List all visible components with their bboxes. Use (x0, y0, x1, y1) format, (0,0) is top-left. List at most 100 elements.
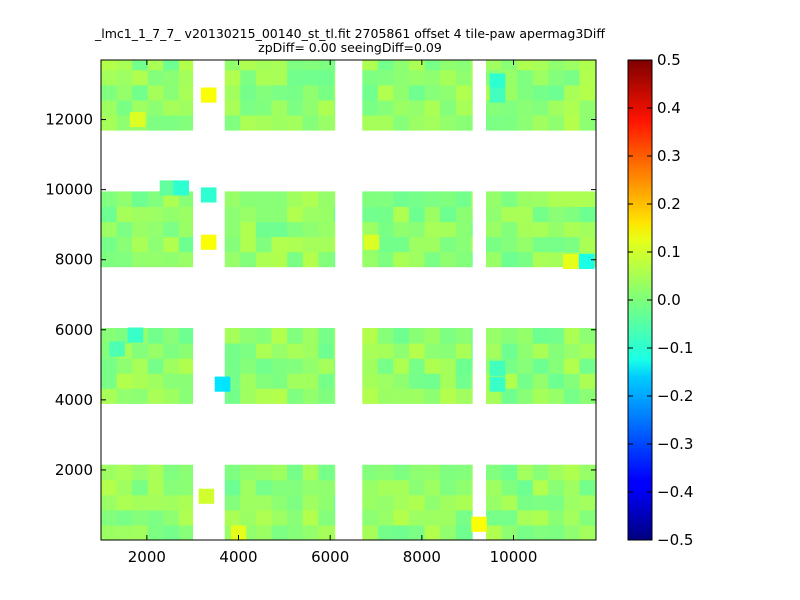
heatmap-cell (302, 221, 319, 238)
heatmap-cell (132, 69, 149, 86)
heatmap-cell (224, 84, 241, 101)
heatmap-cell (471, 251, 473, 268)
heatmap-cell (424, 115, 441, 131)
heatmap-cell (224, 328, 241, 344)
heatmap-cell (255, 99, 272, 116)
heatmap-cell (563, 236, 580, 253)
heatmap-cell (224, 251, 241, 268)
heatmap-cell (255, 328, 272, 344)
heatmap-cell (318, 221, 335, 238)
heatmap-cell (563, 69, 580, 86)
heatmap-cell (287, 479, 304, 496)
heatmap-cell (393, 464, 410, 481)
heatmap-cells (101, 60, 597, 541)
heatmap-cell (255, 358, 272, 374)
heatmap-cell (178, 206, 194, 223)
heatmap-cell (393, 494, 410, 511)
heatmap-cell (501, 479, 518, 496)
heatmap-cell (302, 191, 319, 207)
heatmap-cell (409, 236, 426, 253)
heatmap-cell (409, 69, 426, 86)
heatmap-cell (455, 328, 472, 344)
heatmap-cell (409, 464, 426, 481)
heatmap-cell (424, 373, 441, 389)
heatmap-cell (563, 206, 580, 223)
heatmap-cell (271, 236, 288, 253)
heatmap-cell (147, 236, 164, 253)
heatmap-cell (563, 328, 580, 344)
heatmap-cell (517, 115, 534, 131)
heatmap-cell (101, 236, 118, 253)
heatmap-cell (532, 84, 549, 101)
heatmap-cell (302, 69, 319, 86)
heatmap-cell (333, 328, 336, 344)
heatmap-cell (178, 60, 194, 71)
heatmap-cell (302, 251, 319, 268)
heatmap-cell (101, 191, 118, 207)
heatmap-cell (563, 479, 580, 496)
heatmap-cell (287, 373, 304, 389)
heatmap-cell (224, 69, 241, 86)
heatmap-cell (455, 115, 472, 131)
heatmap-cell (271, 60, 288, 71)
heatmap-cell (377, 524, 394, 541)
heatmap-cell (532, 494, 549, 511)
heatmap-cell (163, 236, 180, 253)
heatmap-cell-outlier (579, 253, 595, 269)
heatmap-cell (287, 221, 304, 238)
heatmap-cell (116, 479, 133, 496)
heatmap-cell (409, 206, 426, 223)
heatmap-cell (116, 206, 133, 223)
heatmap-cell (240, 115, 257, 131)
heatmap-cell (486, 494, 503, 511)
heatmap-cell (362, 221, 379, 238)
heatmap-cell (501, 509, 518, 526)
heatmap-cell (501, 494, 518, 511)
heatmap-cell (271, 84, 288, 101)
heatmap-cell (455, 236, 472, 253)
heatmap-cell (377, 388, 394, 404)
x-tick-label: 6000 (311, 548, 349, 566)
heatmap-cell (501, 251, 518, 268)
heatmap-cell (440, 328, 457, 344)
heatmap-cell (178, 509, 194, 526)
heatmap-cell (101, 373, 118, 389)
heatmap-cell (147, 115, 164, 131)
heatmap-cell (532, 388, 549, 404)
y-tick-label: 4000 (55, 391, 93, 409)
heatmap-cell (224, 358, 241, 374)
heatmap-cell (116, 60, 133, 71)
heatmap-cell (271, 358, 288, 374)
x-tick-label: 10000 (490, 548, 538, 566)
heatmap-cell (302, 60, 319, 71)
heatmap-cell (471, 494, 473, 511)
heatmap-cell (377, 479, 394, 496)
heatmap-cell (178, 251, 194, 268)
heatmap-cell (101, 221, 118, 238)
heatmap-cell (271, 388, 288, 404)
colorbar-tick-label: 0.5 (657, 51, 681, 69)
chart-subtitle: zpDiff= 0.00 seeingDiff=0.09 (258, 40, 442, 55)
heatmap-cell (132, 494, 149, 511)
heatmap-cell-outlier (363, 234, 380, 250)
plot-frame (100, 59, 597, 541)
heatmap-cell (287, 251, 304, 268)
heatmap-cell (271, 373, 288, 389)
heatmap-cell (440, 221, 457, 238)
heatmap-cell (455, 494, 472, 511)
heatmap-cell (548, 479, 565, 496)
heatmap-cell (271, 99, 288, 116)
heatmap-cell (455, 251, 472, 268)
heatmap-cell (240, 328, 257, 344)
heatmap-cell (563, 60, 580, 71)
heatmap-cell (362, 479, 379, 496)
heatmap-cell (302, 494, 319, 511)
heatmap-cell (178, 99, 194, 116)
heatmap-cell (287, 524, 304, 541)
heatmap-cell (240, 60, 257, 71)
heatmap-cell (548, 69, 565, 86)
heatmap-cell (471, 206, 473, 223)
heatmap-cell (178, 236, 194, 253)
heatmap-cell (471, 69, 473, 86)
